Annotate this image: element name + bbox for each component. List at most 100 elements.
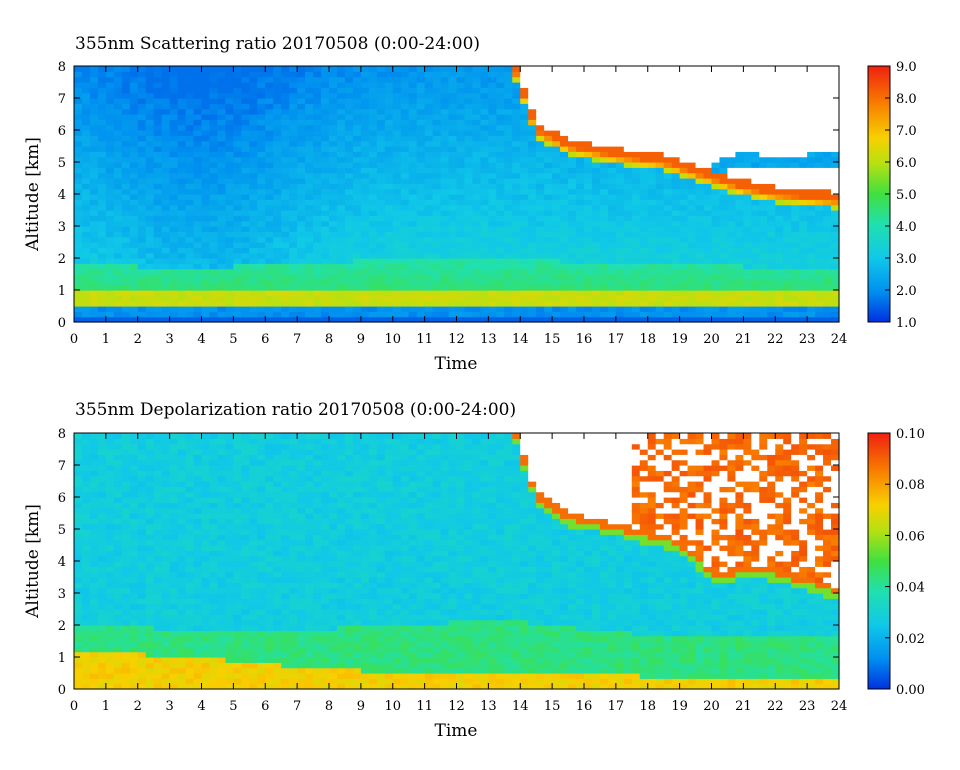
heatmap-cell [376, 188, 386, 195]
heatmap-cell [751, 162, 760, 168]
heatmap-cell [607, 215, 617, 222]
heatmap-cell [161, 194, 171, 200]
heatmap-cell [113, 268, 123, 275]
heatmap-cell [679, 263, 689, 270]
heatmap-cell [400, 316, 410, 323]
heatmap-cell [225, 199, 234, 206]
heatmap-cell [552, 284, 561, 291]
heatmap-cell [416, 167, 426, 174]
heatmap-cell [671, 316, 681, 323]
heatmap-cell [607, 316, 617, 323]
heatmap-cell [703, 316, 713, 323]
heatmap-cell [273, 242, 282, 248]
heatmap-cell [831, 204, 840, 211]
heatmap-cell [392, 146, 402, 152]
heatmap-cell [233, 252, 242, 259]
heatmap-cell [81, 140, 91, 147]
heatmap-cell [440, 172, 450, 179]
heatmap-cell [344, 183, 354, 190]
heatmap-cell [751, 135, 760, 142]
heatmap-cell [591, 215, 601, 222]
heatmap-cell [193, 119, 203, 126]
heatmap-cell [743, 268, 752, 275]
heatmap-cell [344, 210, 354, 216]
heatmap-cell [329, 226, 338, 232]
heatmap-cell [153, 226, 163, 232]
heatmap-cell [687, 188, 697, 195]
heatmap-cell [432, 135, 442, 142]
heatmap-cell [368, 258, 378, 264]
heatmap-cell [313, 231, 322, 238]
heatmap-cell [584, 119, 593, 126]
heatmap-cell [74, 518, 83, 525]
heatmap-cell [249, 130, 258, 136]
heatmap-cell [703, 108, 713, 115]
heatmap-cell [639, 284, 649, 291]
heatmap-cell [408, 295, 418, 302]
heatmap-cell [321, 151, 330, 158]
heatmap-cell [321, 156, 330, 163]
heatmap-cell [209, 316, 219, 323]
heatmap-cell [89, 545, 99, 551]
heatmap-cell [416, 242, 426, 248]
heatmap-cell [305, 220, 314, 227]
heatmap-cell [129, 76, 139, 83]
heatmap-cell [576, 274, 585, 280]
heatmap-cell [711, 316, 721, 323]
heatmap-cell [751, 306, 760, 312]
heatmap-cell [735, 178, 744, 184]
heatmap-cell [552, 146, 561, 152]
x-tick-label: 14 [512, 332, 529, 347]
heatmap-cell [97, 178, 107, 184]
heatmap-cell [647, 199, 657, 206]
heatmap-cell [424, 156, 434, 163]
heatmap-cell [185, 140, 195, 147]
heatmap-cell [97, 247, 107, 254]
heatmap-cell [265, 98, 274, 104]
heatmap-cell [145, 199, 155, 206]
heatmap-cell [344, 151, 354, 158]
heatmap-cell [344, 103, 354, 110]
heatmap-cell [217, 146, 227, 152]
heatmap-cell [424, 124, 434, 131]
heatmap-cell [113, 226, 123, 232]
heatmap-cell [631, 263, 641, 270]
heatmap-cell [743, 92, 752, 99]
heatmap-cell [321, 231, 330, 238]
heatmap-cell [329, 114, 338, 120]
heatmap-cell [823, 82, 832, 88]
heatmap-cell [552, 300, 561, 307]
heatmap-cell [97, 135, 107, 142]
heatmap-cell [520, 242, 529, 248]
heatmap-cell [440, 274, 450, 280]
heatmap-cell [448, 151, 458, 158]
heatmap-cell [257, 162, 266, 168]
heatmap-cell [408, 268, 418, 275]
heatmap-cell [392, 124, 402, 131]
heatmap-cell [512, 76, 521, 83]
heatmap-cell [257, 146, 266, 152]
heatmap-cell [321, 92, 330, 99]
heatmap-cell [504, 188, 513, 195]
heatmap-cell [623, 188, 633, 195]
heatmap-cell [496, 210, 505, 216]
heatmap-cell [775, 290, 784, 296]
heatmap-cell [719, 284, 729, 291]
heatmap-cell [313, 82, 322, 88]
heatmap-cell [153, 199, 163, 206]
heatmap-cell [352, 188, 362, 195]
heatmap-cell [217, 124, 227, 131]
heatmap-cell [81, 465, 91, 471]
heatmap-cell [105, 108, 115, 115]
heatmap-cell [97, 76, 107, 83]
heatmap-cell [233, 306, 242, 312]
heatmap-cell [663, 82, 673, 88]
heatmap-cell [504, 247, 513, 254]
heatmap-cell [727, 236, 737, 243]
heatmap-cell [488, 199, 497, 206]
heatmap-cell [591, 295, 601, 302]
heatmap-cell [384, 215, 394, 222]
heatmap-cell [193, 103, 203, 110]
heatmap-cell [329, 194, 338, 200]
heatmap-cell [687, 172, 697, 179]
